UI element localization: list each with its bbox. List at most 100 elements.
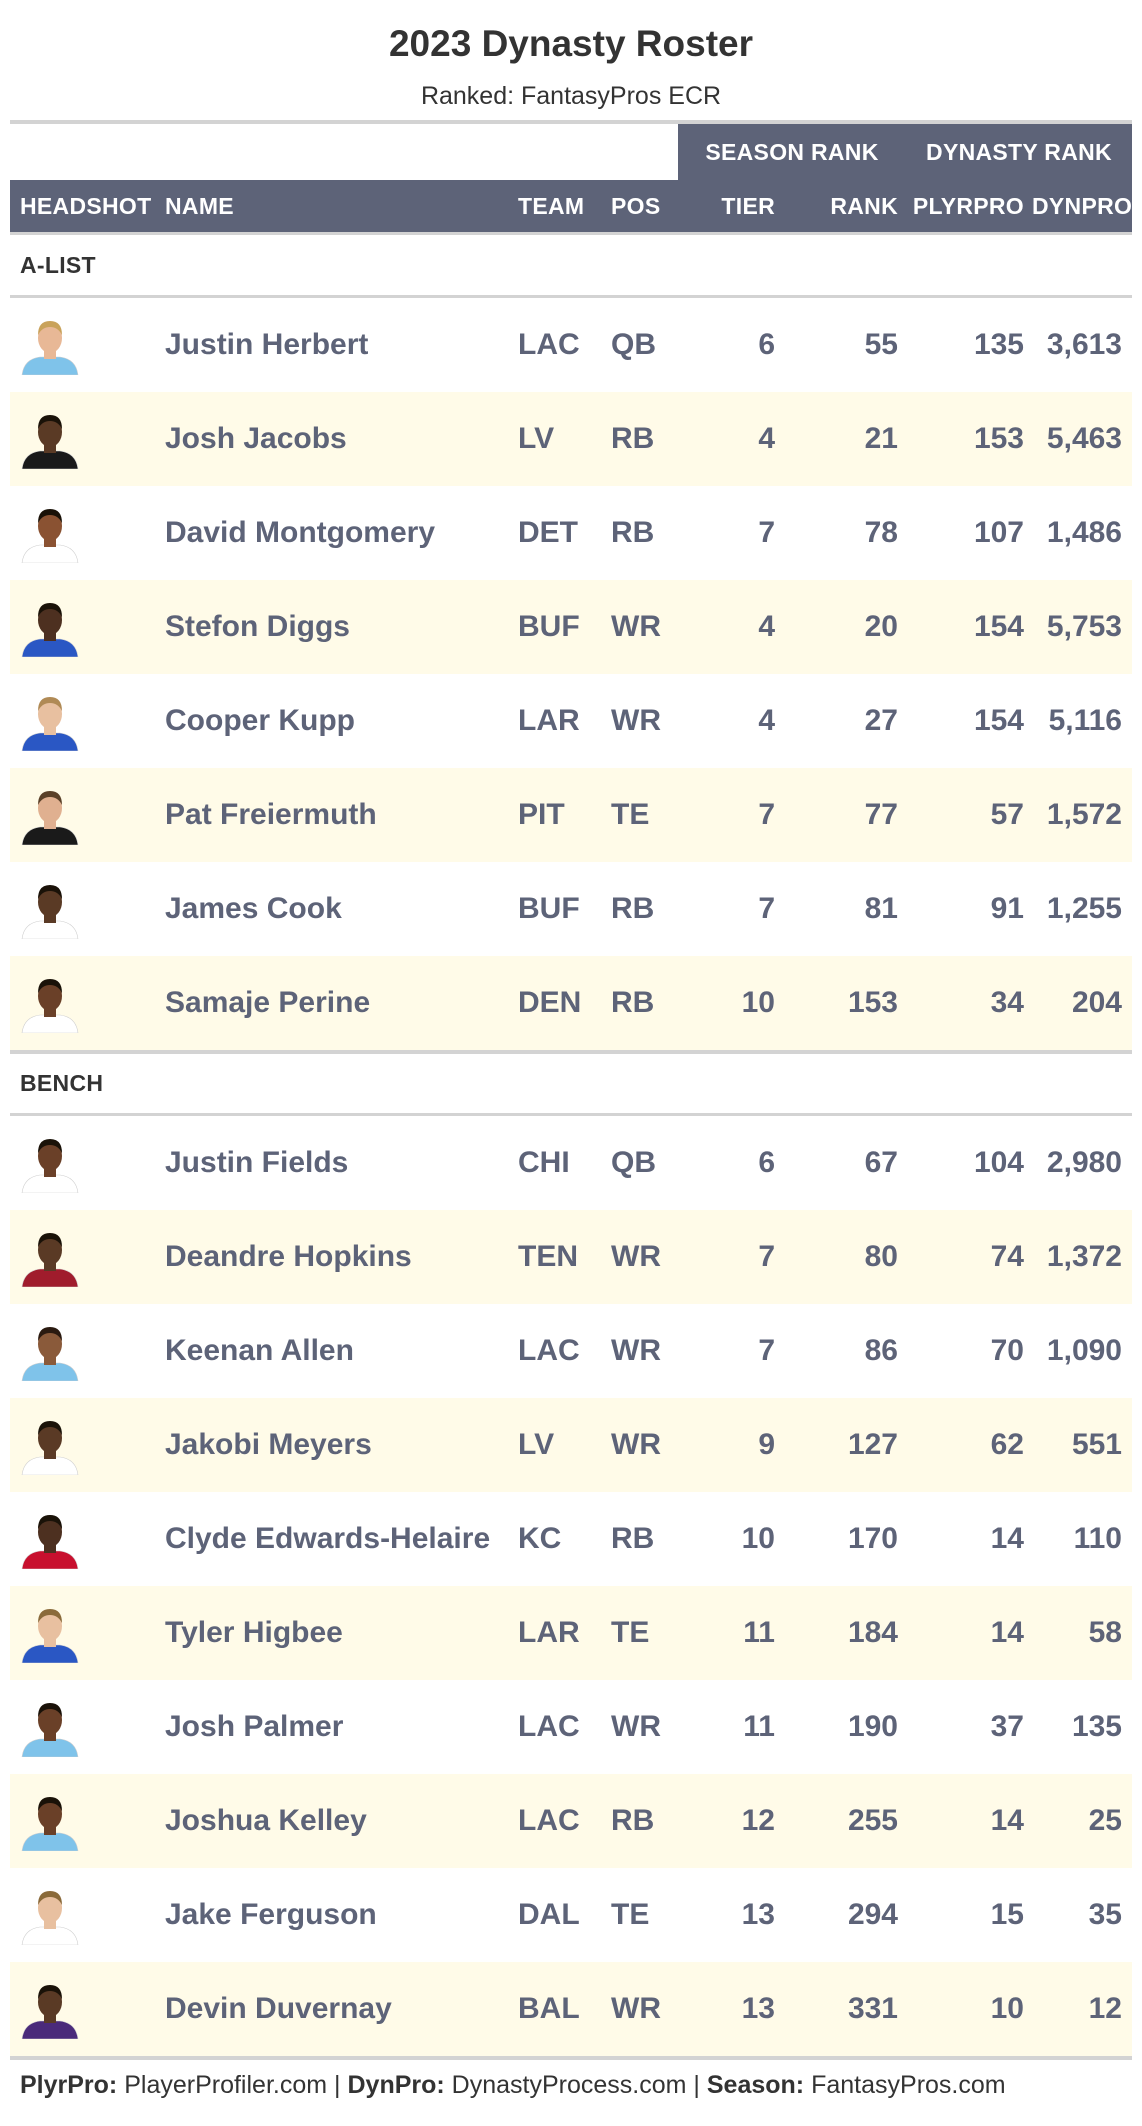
column-header-dynpro: DYNPRO <box>1032 192 1133 219</box>
season-tier: 4 <box>758 704 775 737</box>
player-headshot-icon <box>20 409 80 469</box>
season-rank: 127 <box>847 1428 898 1461</box>
dynpro-value: 58 <box>1088 1616 1122 1649</box>
player-team: LAR <box>518 1616 580 1649</box>
season-tier: 7 <box>758 1334 775 1367</box>
headshot-cell <box>10 1415 165 1475</box>
season-tier: 11 <box>743 1710 775 1743</box>
player-name: David Montgomery <box>165 516 436 549</box>
plyrpro-rank: 57 <box>990 798 1024 831</box>
plyrpro-rank: 34 <box>990 986 1024 1019</box>
table-row: Clyde Edwards-Helaire KC RB 10 170 14 110 <box>10 1492 1132 1586</box>
player-position: WR <box>611 1710 661 1743</box>
plyrpro-rank: 104 <box>973 1146 1024 1179</box>
player-position: RB <box>611 516 655 549</box>
player-position: QB <box>611 328 656 361</box>
player-team: BUF <box>518 610 580 643</box>
player-position: WR <box>611 1428 661 1461</box>
season-tier: 7 <box>758 1240 775 1273</box>
season-tier: 13 <box>741 1992 775 2025</box>
table-row: Justin Fields CHI QB 6 67 104 2,980 <box>10 1116 1132 1210</box>
plyrpro-rank: 14 <box>990 1522 1024 1555</box>
season-rank: 190 <box>847 1710 898 1743</box>
player-name: Jake Ferguson <box>165 1898 377 1931</box>
headshot-cell <box>10 315 165 375</box>
player-name: Jakobi Meyers <box>165 1428 372 1461</box>
table-row: Tyler Higbee LAR TE 11 184 14 58 <box>10 1586 1132 1680</box>
page-title: 2023 Dynasty Roster <box>388 23 754 64</box>
column-header-plyrpro: PLYRPRO <box>912 192 1024 219</box>
player-position: RB <box>611 892 655 925</box>
table-row: Josh Palmer LAC WR 11 190 37 135 <box>10 1680 1132 1774</box>
player-name: James Cook <box>165 892 342 925</box>
headshot-cell <box>10 1133 165 1193</box>
footer-plyrpro-source: PlayerProfiler.com <box>124 2071 328 2099</box>
plyrpro-rank: 154 <box>973 610 1024 643</box>
player-position: RB <box>611 1522 655 1555</box>
column-header-pos: POS <box>611 192 661 219</box>
dynpro-value: 204 <box>1071 986 1122 1019</box>
dynpro-value: 3,613 <box>1046 328 1122 361</box>
player-headshot-icon <box>20 1697 80 1757</box>
player-position: RB <box>611 986 655 1019</box>
footer-dynpro-label: DynPro: <box>347 2071 445 2099</box>
player-team: LAC <box>518 328 580 361</box>
player-team: LAC <box>518 1804 580 1837</box>
plyrpro-rank: 14 <box>990 1616 1024 1649</box>
player-team: LAR <box>518 704 580 737</box>
table-row: Cooper Kupp LAR WR 4 27 154 5,116 <box>10 674 1132 768</box>
headshot-cell <box>10 1227 165 1287</box>
season-rank: 55 <box>864 328 898 361</box>
table-row: Jake Ferguson DAL TE 13 294 15 35 <box>10 1868 1132 1962</box>
player-headshot-icon <box>20 1603 80 1663</box>
season-tier: 10 <box>741 1522 775 1555</box>
column-header-row: HEADSHOT NAME TEAM POS TIER RANK PLYRPRO… <box>10 180 1132 232</box>
player-name: Keenan Allen <box>165 1334 354 1367</box>
plyrpro-rank: 70 <box>990 1334 1024 1367</box>
column-header-team: TEAM <box>518 192 585 219</box>
headshot-cell <box>10 1885 165 1945</box>
season-tier: 7 <box>758 798 775 831</box>
plyrpro-rank: 107 <box>973 516 1024 549</box>
player-team: PIT <box>518 798 565 831</box>
page-subtitle: Ranked: FantasyPros ECR <box>420 82 722 110</box>
player-position: WR <box>611 704 661 737</box>
dynpro-value: 35 <box>1088 1898 1122 1931</box>
player-name: Stefon Diggs <box>165 610 350 643</box>
player-position: WR <box>611 1240 661 1273</box>
player-team: CHI <box>518 1146 570 1179</box>
player-team: BUF <box>518 892 580 925</box>
top-divider <box>10 120 1132 124</box>
column-header-headshot: HEADSHOT <box>20 192 152 219</box>
player-headshot-icon <box>20 1227 80 1287</box>
footer-plyrpro-label: PlyrPro: <box>20 2071 118 2099</box>
plyrpro-rank: 153 <box>973 422 1024 455</box>
player-team: KC <box>518 1522 562 1555</box>
player-position: TE <box>611 798 650 831</box>
column-header-name: NAME <box>165 192 234 219</box>
headshot-cell <box>10 597 165 657</box>
table-row: David Montgomery DET RB 7 78 107 1,486 <box>10 486 1132 580</box>
player-name: Samaje Perine <box>165 986 371 1019</box>
player-position: QB <box>611 1146 656 1179</box>
player-name: Josh Jacobs <box>165 422 347 455</box>
table-row: Keenan Allen LAC WR 7 86 70 1,090 <box>10 1304 1132 1398</box>
season-rank: 294 <box>847 1898 898 1931</box>
season-tier: 6 <box>758 1146 775 1179</box>
group-label: A-LIST <box>10 232 1132 298</box>
season-rank: 21 <box>864 422 898 455</box>
player-name: Josh Palmer <box>165 1710 344 1743</box>
player-headshot-icon <box>20 1979 80 2039</box>
dynpro-value: 135 <box>1071 1710 1122 1743</box>
player-position: RB <box>611 422 655 455</box>
table-row: Jakobi Meyers LV WR 9 127 62 551 <box>10 1398 1132 1492</box>
player-team: BAL <box>518 1992 580 2025</box>
player-position: WR <box>611 1334 661 1367</box>
dynpro-value: 1,572 <box>1046 798 1122 831</box>
table-body: A-LIST Justin Herbert LAC QB 6 55 135 3,613 Josh… <box>10 232 1132 2056</box>
headshot-cell <box>10 1509 165 1569</box>
season-tier: 4 <box>758 422 775 455</box>
season-rank: 77 <box>864 798 898 831</box>
headshot-cell <box>10 1791 165 1851</box>
table-row: Justin Herbert LAC QB 6 55 135 3,613 <box>10 298 1132 392</box>
